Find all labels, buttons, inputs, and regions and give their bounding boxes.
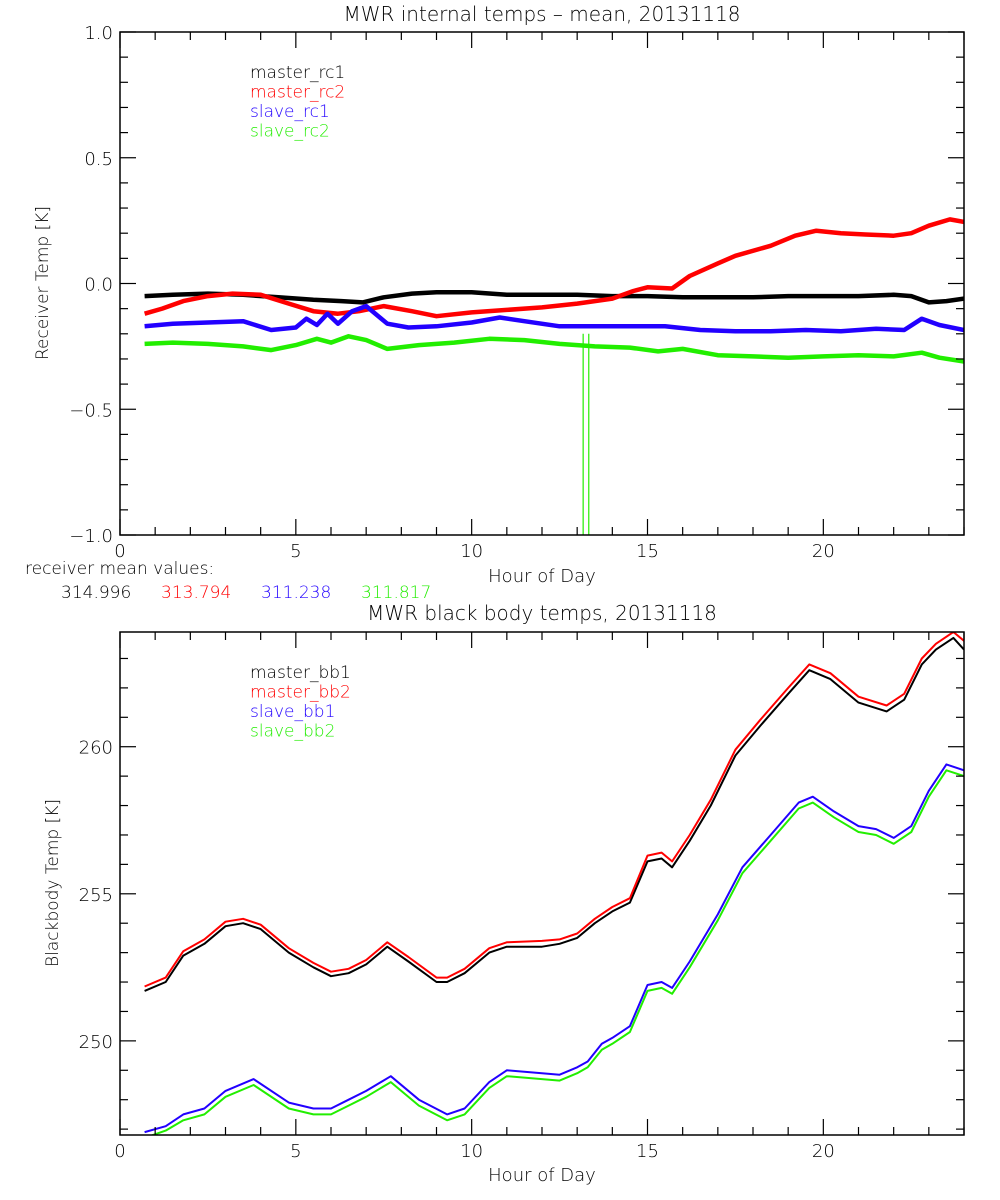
legend-item-master-bb1: master_bb1 <box>250 663 351 683</box>
y-axis-label: Receiver Temp [K] <box>33 206 53 360</box>
x-tick-label: 5 <box>290 1141 301 1162</box>
series-line-master-rc1 <box>144 290 964 305</box>
x-tick-label: 0 <box>114 1141 125 1162</box>
x-tick-label: 20 <box>812 541 835 562</box>
series-line-master-bb1 <box>144 636 964 992</box>
receiver-mean-slave-rc1: 311.238 <box>261 583 331 603</box>
y-tick-label: −1.0 <box>69 526 113 547</box>
x-tick-label: 10 <box>460 541 483 562</box>
x-tick-label: 15 <box>636 541 659 562</box>
series-group <box>143 217 964 535</box>
series-line-slave-rc2 <box>144 334 964 364</box>
receiver-mean-slave-rc2: 311.817 <box>361 583 431 603</box>
x-tick-label: 10 <box>460 1141 483 1162</box>
axes: 0 5 10 15 20 250 255 260 <box>79 632 965 1162</box>
series-line-slave-bb1 <box>144 763 964 1134</box>
legend-item-slave-rc1: slave_rc1 <box>250 102 330 122</box>
chart-blackbody-temps: MWR black body temps, 20131118 0 5 10 15 20 2… <box>43 601 965 1186</box>
plot-frame <box>119 31 965 536</box>
x-tick-label: 5 <box>290 541 301 562</box>
y-tick-label: 260 <box>79 738 113 759</box>
x-tick-label: 15 <box>636 1141 659 1162</box>
x-axis-label: Hour of Day <box>488 1165 596 1186</box>
series-line-slave-rc1 <box>144 303 964 334</box>
series-line-master-rc2 <box>143 217 964 319</box>
chart-internal-temps: MWR internal temps – mean, 20131118 0 5 10… <box>25 2 965 603</box>
legend-item-slave-bb2: slave_bb2 <box>250 722 335 742</box>
x-tick-label: 0 <box>114 541 125 562</box>
chart-title: MWR black body temps, 20131118 <box>367 601 717 625</box>
y-tick-label: 255 <box>79 885 113 906</box>
x-axis-label: Hour of Day <box>488 566 596 587</box>
receiver-mean-master-rc1: 314.996 <box>61 583 131 603</box>
receiver-mean-label: receiver mean values: <box>25 559 214 579</box>
y-tick-label: 250 <box>79 1032 113 1053</box>
legend-item-slave-rc2: slave_rc2 <box>250 122 330 142</box>
series-group <box>144 632 964 1135</box>
receiver-mean-master-rc2: 313.794 <box>161 583 231 603</box>
y-tick-label: −0.5 <box>69 400 113 421</box>
legend-item-master-rc2: master_rc2 <box>250 83 345 103</box>
series-line-slave-bb2 <box>149 769 964 1135</box>
legend-item-slave-bb1: slave_bb1 <box>250 702 335 722</box>
y-tick-label: 0.5 <box>84 149 113 170</box>
chart-title: MWR internal temps – mean, 20131118 <box>343 2 740 26</box>
plot-frame <box>119 631 965 1136</box>
y-tick-label: 1.0 <box>84 23 113 44</box>
y-axis-label: Blackbody Temp [K] <box>43 799 63 967</box>
x-tick-label: 20 <box>812 1141 835 1162</box>
axes: 0 5 10 15 20 −1.0 −0.5 0.0 0.5 1.0 <box>69 23 965 562</box>
y-tick-label: 0.0 <box>84 275 113 296</box>
series-line-master-bb2 <box>144 632 964 988</box>
legend-item-master-bb2: master_bb2 <box>250 683 351 703</box>
legend-item-master-rc1: master_rc1 <box>250 63 345 83</box>
